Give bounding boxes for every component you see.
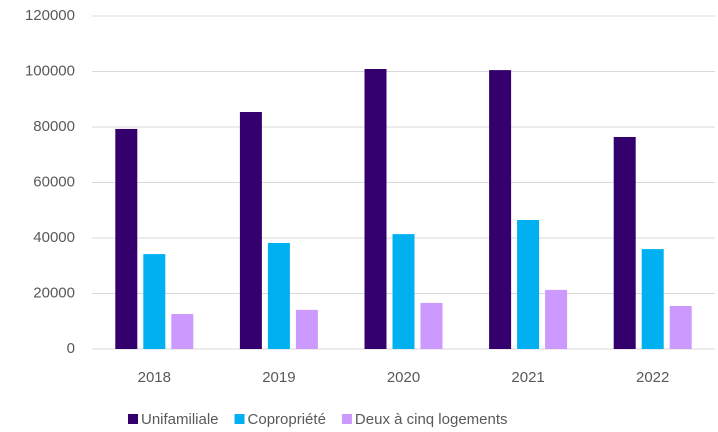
bar xyxy=(295,309,318,349)
legend-swatch xyxy=(128,414,138,424)
bar xyxy=(545,289,568,349)
x-tick-label: 2020 xyxy=(387,369,420,386)
y-tick-label: 100000 xyxy=(25,62,75,79)
legend-label: Deux à cinq logements xyxy=(355,411,508,428)
bar xyxy=(143,254,166,349)
x-tick-label: 2019 xyxy=(262,369,295,386)
legend-label: Unifamiliale xyxy=(141,411,219,428)
bar xyxy=(115,128,138,349)
bar xyxy=(239,112,262,349)
bar xyxy=(171,314,194,349)
x-tick-label: 2018 xyxy=(138,369,171,386)
y-tick-label: 20000 xyxy=(33,284,75,301)
bar xyxy=(364,69,387,349)
x-tick-label: 2022 xyxy=(636,369,669,386)
legend-label: Copropriété xyxy=(248,411,326,428)
y-tick-label: 60000 xyxy=(33,173,75,190)
x-tick-label: 2021 xyxy=(511,369,544,386)
bar xyxy=(392,234,415,349)
legend-swatch xyxy=(341,414,352,424)
y-tick-label: 0 xyxy=(67,340,75,357)
y-tick-label: 40000 xyxy=(33,229,75,246)
legend-swatch xyxy=(234,414,245,424)
bar xyxy=(669,305,692,349)
bar xyxy=(489,70,512,350)
bar xyxy=(517,219,540,349)
bar xyxy=(267,242,290,349)
bar xyxy=(613,136,636,349)
bar xyxy=(420,302,443,349)
y-tick-label: 80000 xyxy=(33,118,75,135)
bar xyxy=(641,249,664,349)
y-tick-label: 120000 xyxy=(25,7,75,24)
